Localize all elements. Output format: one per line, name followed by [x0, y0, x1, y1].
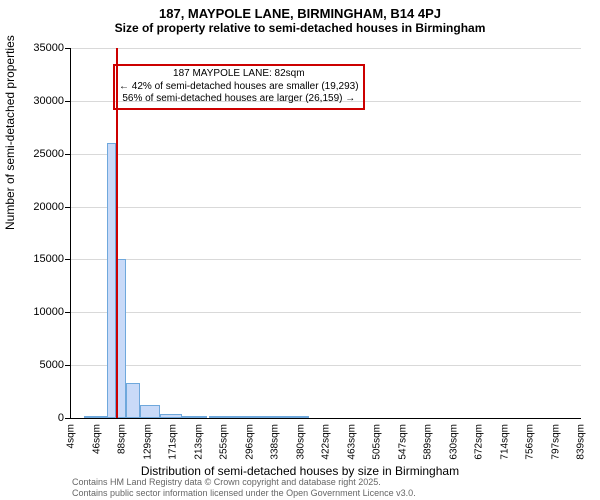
ytick — [65, 154, 71, 155]
ytick-label: 5000 — [40, 359, 64, 371]
ytick-label: 20000 — [33, 201, 64, 213]
ytick — [65, 259, 71, 260]
xtick-label: 46sqm — [91, 424, 102, 454]
footnote-line1: Contains HM Land Registry data © Crown c… — [72, 477, 416, 487]
ytick — [65, 101, 71, 102]
ytick — [65, 48, 71, 49]
ytick-label: 0 — [58, 412, 64, 424]
gridline — [71, 207, 581, 208]
ytick-label: 35000 — [33, 42, 64, 54]
xtick-label: 589sqm — [423, 424, 434, 460]
xtick-label: 296sqm — [244, 424, 255, 460]
footnote: Contains HM Land Registry data © Crown c… — [72, 477, 416, 498]
histogram-bar — [84, 416, 108, 418]
histogram-bar — [140, 405, 160, 418]
xtick-label: 672sqm — [474, 424, 485, 460]
xtick-label: 422sqm — [321, 424, 332, 460]
x-axis-label: Distribution of semi-detached houses by … — [0, 464, 600, 478]
xtick-label: 88sqm — [117, 424, 128, 454]
xtick-label: 547sqm — [397, 424, 408, 460]
histogram-bar — [284, 416, 309, 418]
xtick-label: 714sqm — [499, 424, 510, 460]
gridline — [71, 312, 581, 313]
y-axis-label: Number of semi-detached properties — [3, 35, 17, 230]
histogram-bar — [160, 414, 181, 418]
ytick — [65, 312, 71, 313]
ytick-label: 15000 — [33, 253, 64, 265]
xtick-label: 213sqm — [193, 424, 204, 460]
xtick-label: 630sqm — [448, 424, 459, 460]
gridline — [71, 259, 581, 260]
xtick-label: 338sqm — [270, 424, 281, 460]
histogram-bar — [107, 143, 115, 418]
annotation-line: 187 MAYPOLE LANE: 82sqm — [119, 68, 359, 81]
histogram-bar — [126, 383, 139, 418]
gridline — [71, 48, 581, 49]
histogram-bar — [259, 416, 284, 418]
xtick-label: 171sqm — [168, 424, 179, 460]
gridline — [71, 365, 581, 366]
title-sub: Size of property relative to semi-detach… — [0, 21, 600, 35]
title-main: 187, MAYPOLE LANE, BIRMINGHAM, B14 4PJ — [0, 0, 600, 21]
ytick — [65, 207, 71, 208]
xtick-label: 255sqm — [219, 424, 230, 460]
histogram-bar — [209, 416, 234, 418]
annotation-box: 187 MAYPOLE LANE: 82sqm← 42% of semi-det… — [113, 64, 365, 110]
ytick-label: 10000 — [33, 306, 64, 318]
xtick-label: 4sqm — [66, 424, 77, 448]
xtick-label: 463sqm — [346, 424, 357, 460]
xtick-label: 756sqm — [525, 424, 536, 460]
ytick — [65, 365, 71, 366]
annotation-line: 56% of semi-detached houses are larger (… — [119, 93, 359, 106]
xtick-label: 839sqm — [576, 424, 587, 460]
histogram-bar — [234, 416, 259, 418]
histogram-bar — [182, 416, 207, 418]
chart-container: 187, MAYPOLE LANE, BIRMINGHAM, B14 4PJ S… — [0, 0, 600, 500]
ytick — [65, 418, 71, 419]
xtick-label: 380sqm — [295, 424, 306, 460]
ytick-label: 25000 — [33, 148, 64, 160]
ytick-label: 30000 — [33, 95, 64, 107]
xtick-label: 129sqm — [142, 424, 153, 460]
xtick-label: 797sqm — [550, 424, 561, 460]
xtick-label: 505sqm — [372, 424, 383, 460]
plot-area: 4sqm46sqm88sqm129sqm171sqm213sqm255sqm29… — [70, 48, 581, 419]
annotation-line: ← 42% of semi-detached houses are smalle… — [119, 81, 359, 94]
footnote-line2: Contains public sector information licen… — [72, 488, 416, 498]
gridline — [71, 154, 581, 155]
